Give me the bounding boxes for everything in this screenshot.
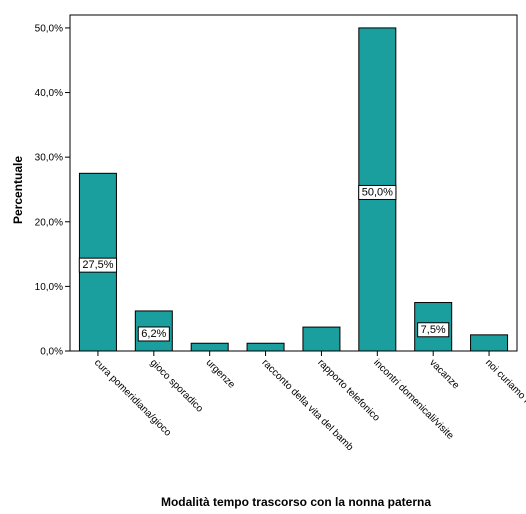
data-label-text: 7,5% bbox=[421, 324, 446, 336]
x-tick-label: urgenze bbox=[204, 357, 238, 391]
y-tick-label: 0,0% bbox=[40, 347, 63, 358]
x-tick-label: vacanze bbox=[427, 357, 461, 391]
x-axis-label: Modalità tempo trascorso con la nonna pa… bbox=[161, 495, 431, 509]
data-label-text: 50,0% bbox=[362, 186, 393, 198]
x-tick-label: rapporto telefonico bbox=[315, 357, 382, 424]
bars bbox=[79, 28, 507, 351]
bar bbox=[303, 327, 340, 351]
bar bbox=[471, 335, 508, 351]
bar bbox=[247, 343, 284, 351]
data-label: 50,0% bbox=[359, 185, 396, 199]
x-tick-label: noi curiamo la n bbox=[483, 357, 526, 415]
y-tick-label: 40,0% bbox=[35, 88, 63, 99]
data-label: 7,5% bbox=[418, 323, 449, 337]
y-tick-label: 50,0% bbox=[35, 23, 63, 34]
data-label: 6,2% bbox=[138, 327, 169, 341]
data-label-text: 6,2% bbox=[141, 328, 166, 340]
data-label: 27,5% bbox=[79, 258, 116, 272]
bar bbox=[191, 343, 228, 351]
x-tick-label: gioco sporadico bbox=[148, 357, 206, 415]
data-label-text: 27,5% bbox=[82, 259, 113, 271]
y-tick-label: 10,0% bbox=[35, 282, 63, 293]
y-axis-label: Percentuale bbox=[11, 156, 25, 224]
x-tick-label: racconto della vita del bamb bbox=[259, 357, 355, 453]
y-tick-label: 30,0% bbox=[35, 153, 63, 164]
y-tick-label: 20,0% bbox=[35, 217, 63, 228]
plot-frame bbox=[70, 15, 517, 351]
